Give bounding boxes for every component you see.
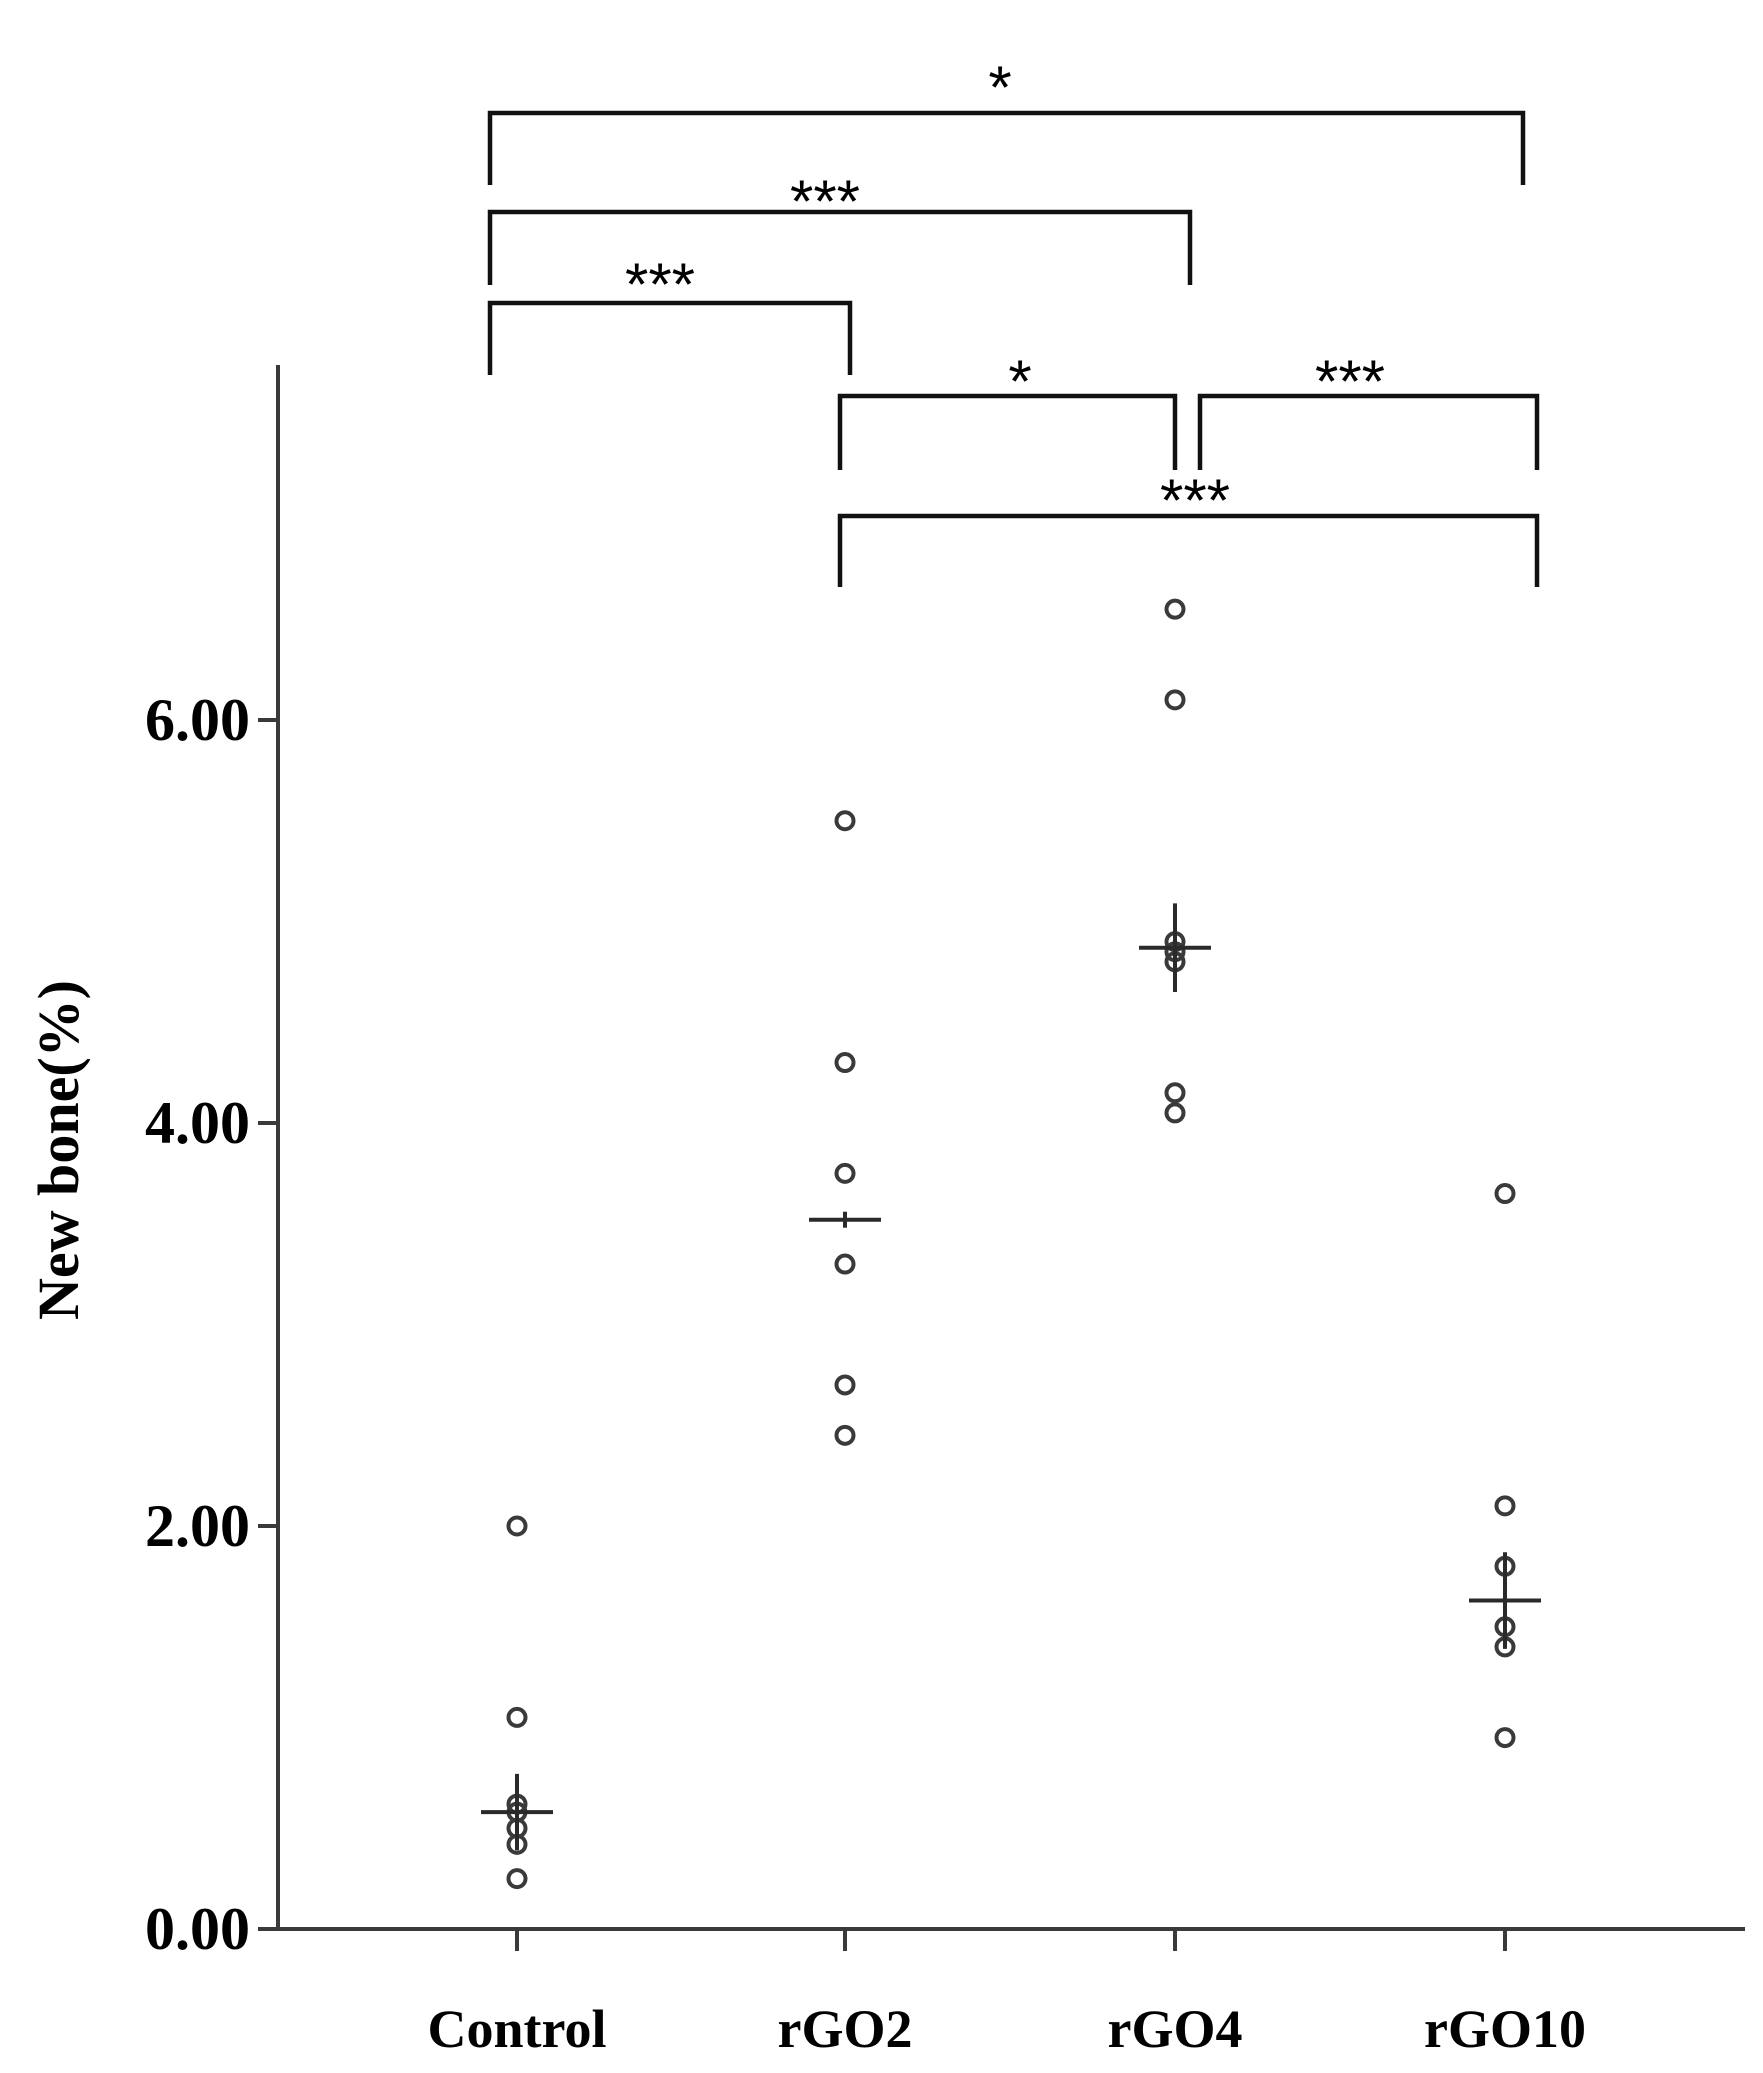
data-point xyxy=(506,1706,528,1728)
data-point xyxy=(1494,1183,1516,1205)
y-axis-title: New bone(%) xyxy=(26,980,91,1320)
data-point xyxy=(834,1162,856,1184)
significance-bracket xyxy=(487,300,853,375)
significance-bracket xyxy=(837,393,1178,470)
y-tick-label: 6.00 xyxy=(145,687,250,753)
significance-bracket xyxy=(1197,393,1540,470)
data-point xyxy=(1164,1082,1186,1104)
significance-bracket xyxy=(487,209,1193,285)
data-point xyxy=(834,1374,856,1396)
axes: 0.00 2.00 4.00 6.00 Control rGO2 rGO4 rGO10 xyxy=(145,365,1745,2059)
significance-label: * xyxy=(988,54,1011,121)
data-point xyxy=(1494,1727,1516,1749)
data-point xyxy=(834,1424,856,1446)
data-point xyxy=(834,1052,856,1074)
significance-bracket xyxy=(837,513,1540,587)
significance-label: *** xyxy=(1160,467,1230,534)
significance-bracket xyxy=(487,110,1526,185)
data-point xyxy=(1164,598,1186,620)
data-point xyxy=(1164,1102,1186,1124)
data-point xyxy=(1494,1495,1516,1517)
data-point xyxy=(1164,689,1186,711)
data-point xyxy=(834,1253,856,1275)
data-point xyxy=(506,1515,528,1537)
significance-label: *** xyxy=(1315,348,1385,415)
data-point xyxy=(834,810,856,832)
significance-label: *** xyxy=(625,251,695,318)
y-tick-label: 2.00 xyxy=(145,1493,250,1559)
y-tick-label: 4.00 xyxy=(145,1090,250,1156)
significance-brackets: ******** ****** xyxy=(487,54,1540,587)
y-tick-label: 0.00 xyxy=(145,1896,250,1962)
data-point xyxy=(506,1868,528,1890)
x-tick-label: rGO4 xyxy=(1108,1999,1243,2059)
significance-label: * xyxy=(1008,348,1031,415)
x-tick-label: rGO2 xyxy=(778,1999,913,2059)
x-tick-label: rGO10 xyxy=(1424,1999,1586,2059)
significance-label: *** xyxy=(790,168,860,235)
x-tick-label: Control xyxy=(427,1999,606,2059)
data-marks xyxy=(481,598,1541,1890)
